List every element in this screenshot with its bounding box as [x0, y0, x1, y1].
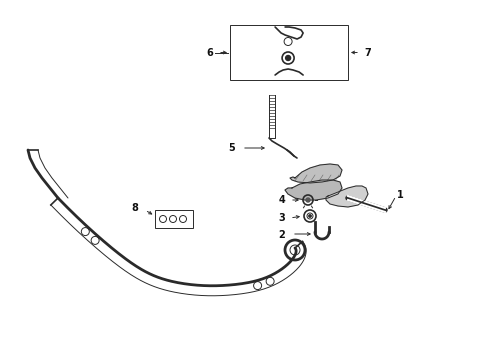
Bar	[155, 210, 193, 228]
Polygon shape	[326, 186, 368, 207]
Text: 7: 7	[365, 48, 371, 58]
Text: 4: 4	[279, 195, 285, 205]
Text: 5: 5	[229, 143, 235, 153]
Text: 3: 3	[279, 213, 285, 223]
Text: 8: 8	[131, 203, 139, 213]
Text: 2: 2	[279, 230, 285, 240]
Bar	[230, 25, 348, 80]
Text: 1: 1	[396, 190, 403, 200]
Circle shape	[306, 198, 310, 202]
Polygon shape	[290, 164, 342, 183]
Text: 6: 6	[207, 48, 213, 58]
Circle shape	[309, 215, 311, 217]
Circle shape	[286, 55, 291, 60]
Polygon shape	[285, 180, 342, 200]
